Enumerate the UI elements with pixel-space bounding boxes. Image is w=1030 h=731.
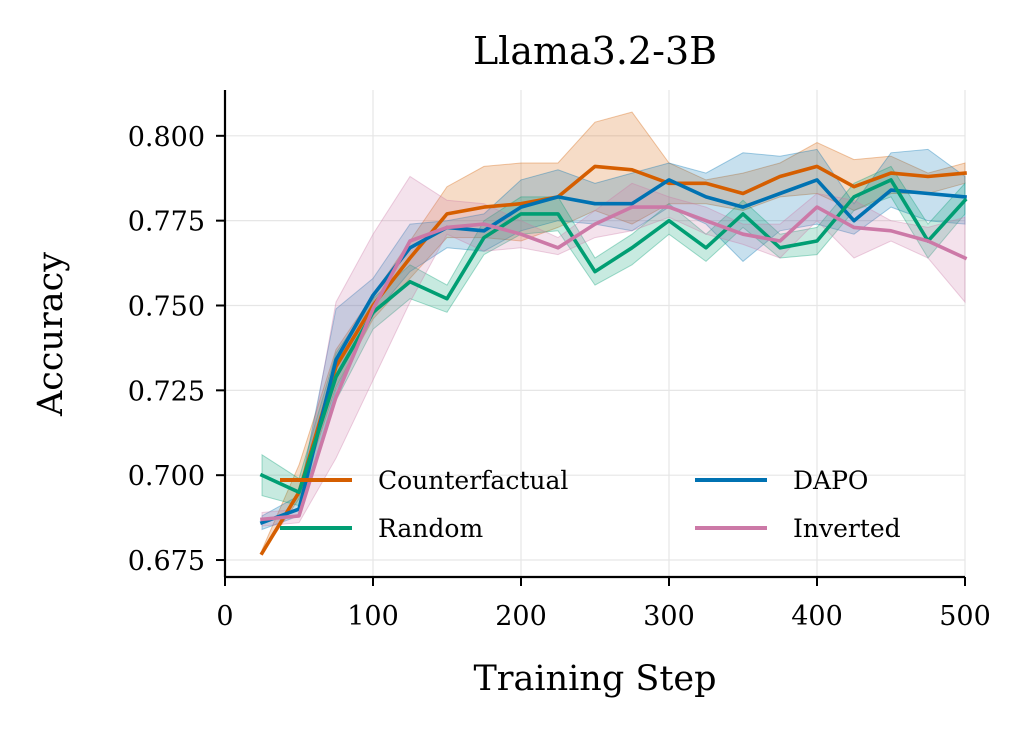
y-axis-label: Accuracy xyxy=(31,252,71,417)
y-tick-label: 0.750 xyxy=(128,292,205,323)
chart-title: Llama3.2-3B xyxy=(473,29,717,73)
legend-label-dapo: DAPO xyxy=(793,466,868,495)
grid xyxy=(224,90,966,577)
legend-label-random: Random xyxy=(378,514,483,543)
y-tick-label: 0.775 xyxy=(128,207,205,238)
x-tick-label: 300 xyxy=(643,601,695,632)
y-tick-label: 0.675 xyxy=(128,546,205,577)
x-tick-label: 100 xyxy=(347,601,399,632)
legend-label-counterfactual: Counterfactual xyxy=(378,466,568,495)
legend-label-inverted: Inverted xyxy=(793,514,901,543)
ticks: 0 100 200 300 400 500 0.675 0.700 0.725 0.750 0.77… xyxy=(128,122,991,632)
x-tick-label: 200 xyxy=(495,601,547,632)
x-tick-label: 400 xyxy=(791,601,843,632)
series-line-inverted xyxy=(260,205,968,522)
axes xyxy=(223,90,965,579)
series-lines xyxy=(259,164,968,556)
y-tick-label: 0.800 xyxy=(128,122,205,153)
band-dapo xyxy=(261,148,966,531)
series-line-dapo xyxy=(259,178,967,526)
legend: Counterfactual DAPO Random Inverted xyxy=(280,466,901,543)
x-tick-label: 500 xyxy=(939,601,991,632)
y-tick-label: 0.700 xyxy=(128,461,205,492)
x-axis-label: Training Step xyxy=(473,659,716,699)
x-tick-label: 0 xyxy=(216,601,233,632)
y-tick-label: 0.725 xyxy=(128,376,205,407)
series-line-random xyxy=(259,178,968,495)
